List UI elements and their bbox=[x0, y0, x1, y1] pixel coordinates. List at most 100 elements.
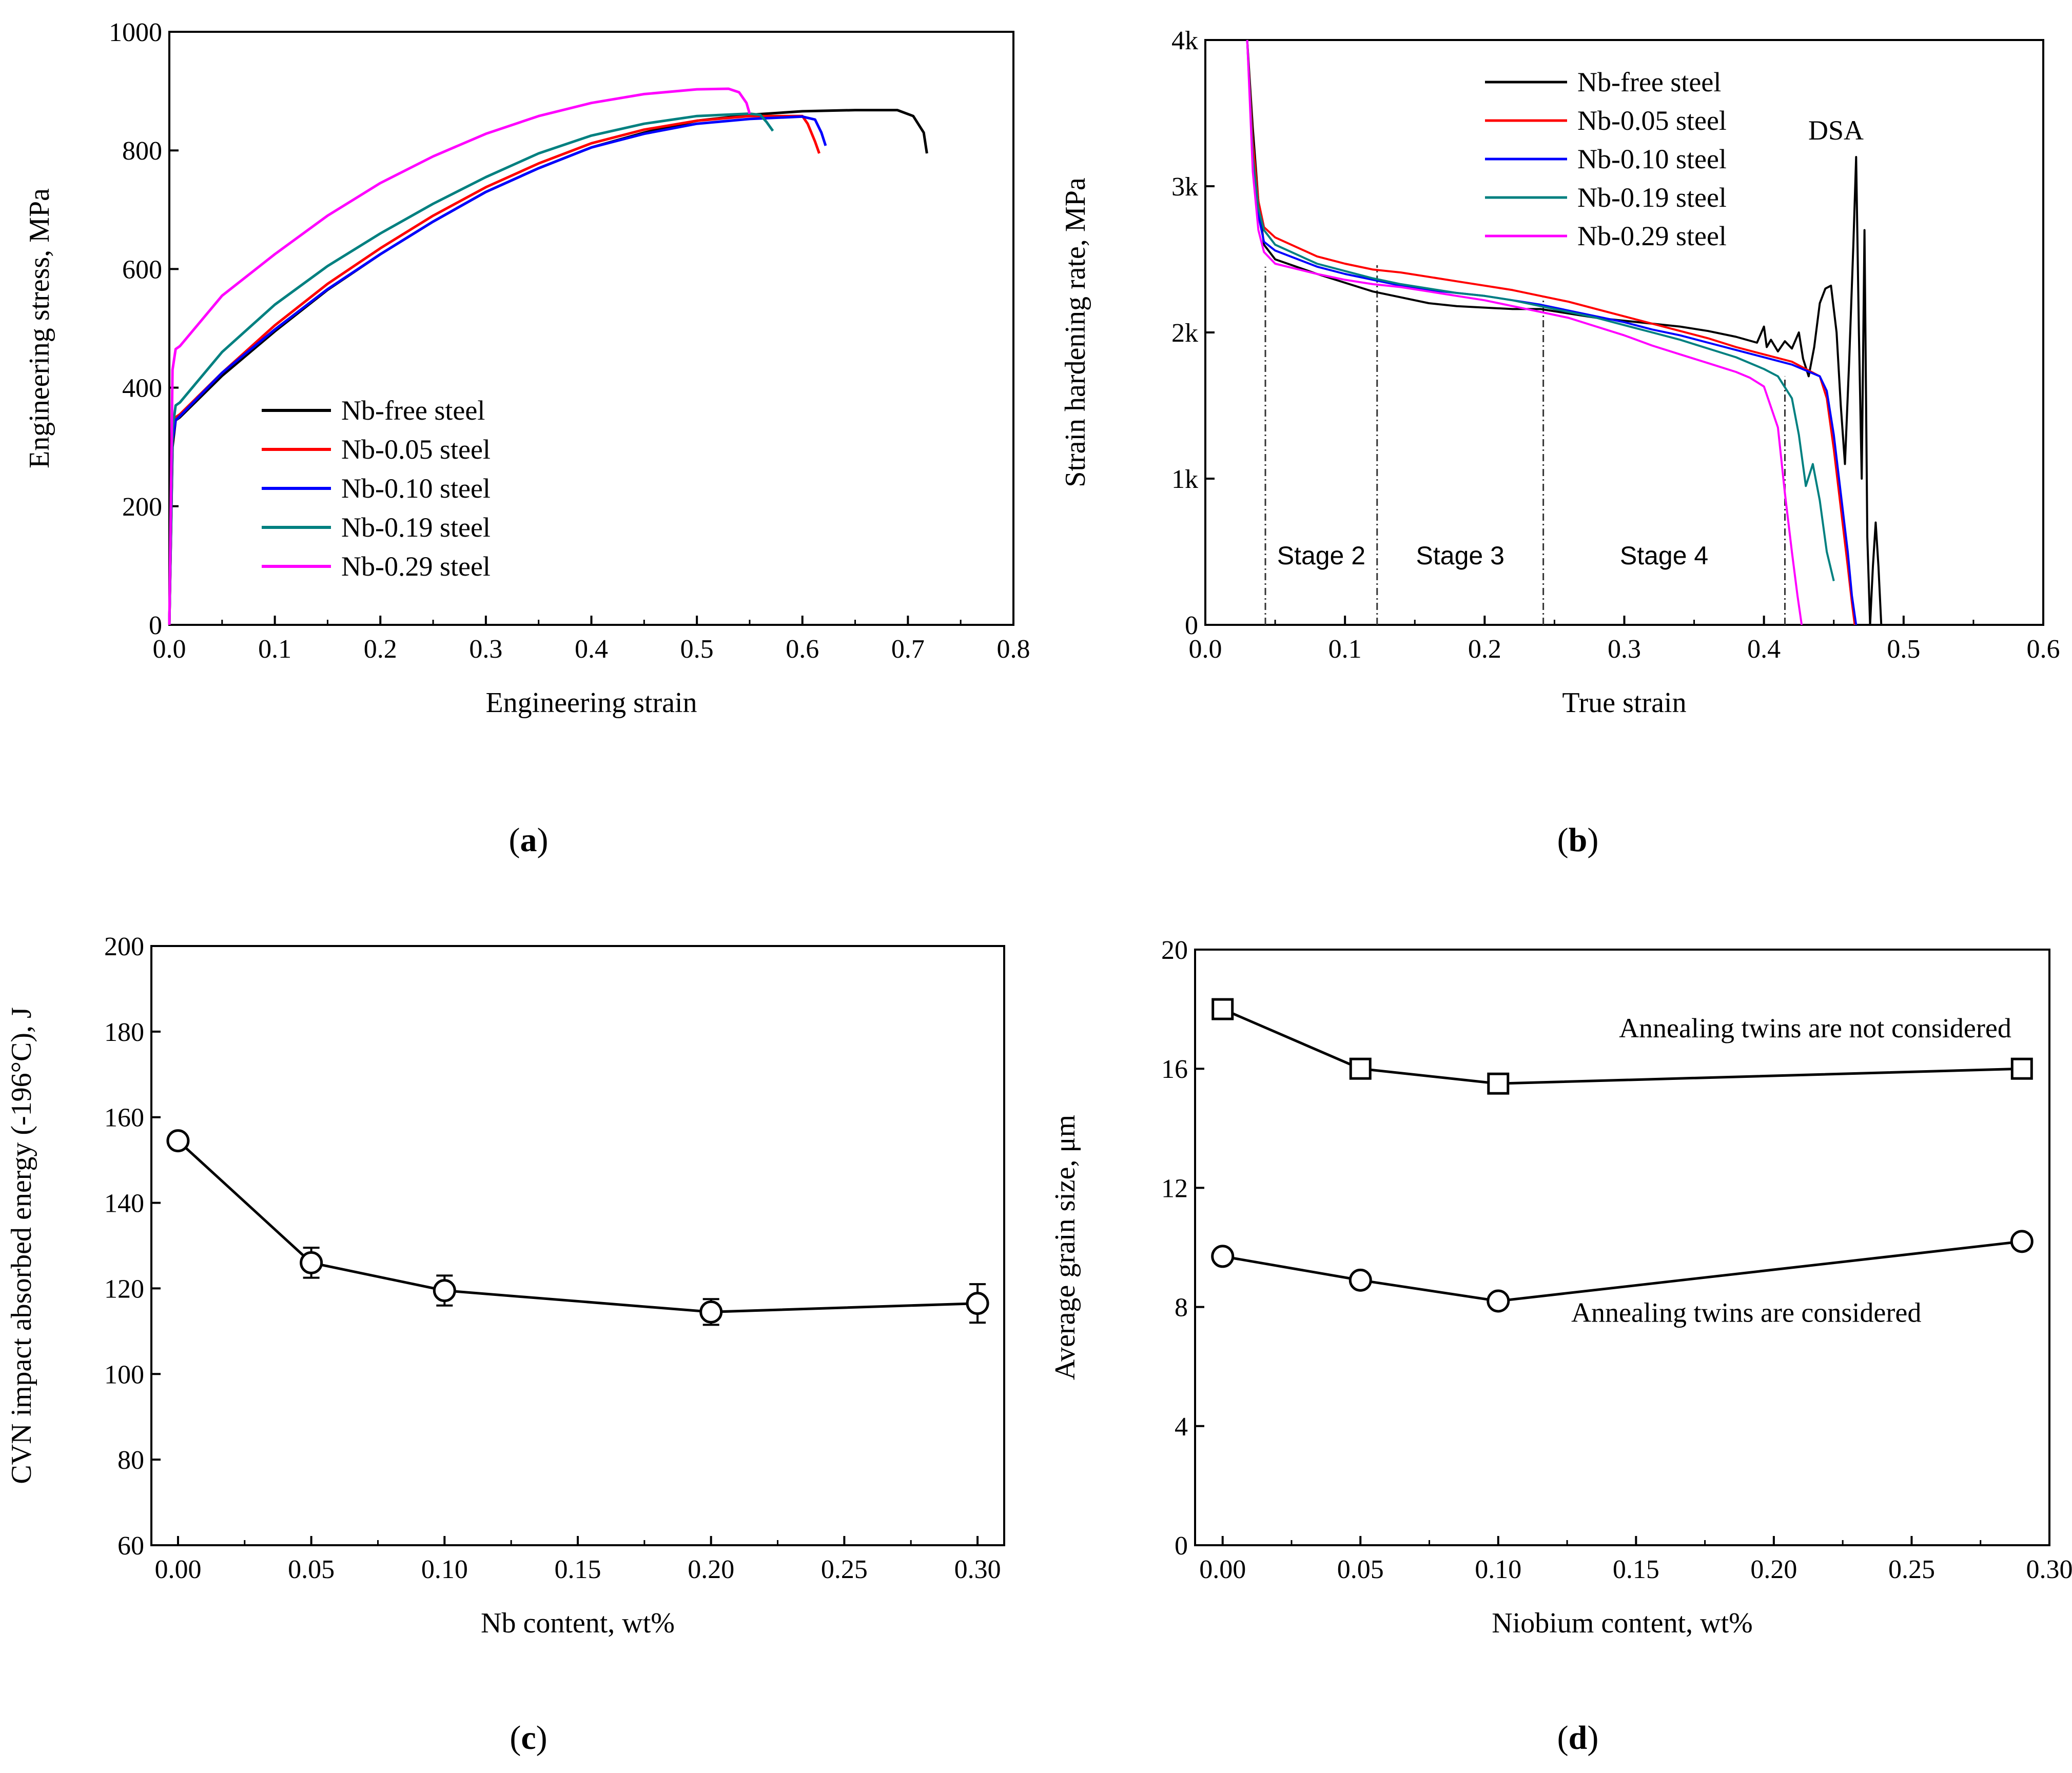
series-line-a-nb-0-10-steel bbox=[168, 115, 827, 625]
y-tick-label-d: 4 bbox=[1175, 1412, 1188, 1442]
y-tick-label-d: 8 bbox=[1175, 1293, 1188, 1323]
panel-a: 0.0 0.1 0.2 0.3 0.4 0.5 0.6 0.7 0.8 0 200 400 600 800… bbox=[0, 0, 1036, 887]
series-line-d-square bbox=[1222, 1008, 2022, 1085]
series-line-b-nb-0-19-steel bbox=[1246, 40, 1835, 581]
y-tick-label-c: 60 bbox=[118, 1531, 144, 1561]
series-line-b-nb-0-29-steel bbox=[1246, 40, 1803, 625]
panel-d: 0.00 0.05 0.10 0.15 0.20 0.25 0.30 0 4 8 12 16 20 Nio… bbox=[1036, 887, 2072, 1773]
chart-c-svg: 0.00 0.05 0.10 0.15 0.20 0.25 0.30 60 80 100 120 14… bbox=[6, 932, 1005, 1639]
annotation-stage-2: Stage 2 bbox=[1277, 541, 1365, 570]
y-tick-label-c: 100 bbox=[104, 1360, 144, 1389]
data-point-d-square bbox=[1211, 998, 1234, 1020]
x-tick-label-b: 0.2 bbox=[1468, 635, 1501, 664]
x-tick-label-a: 0.8 bbox=[997, 635, 1030, 664]
y-tick-label-c: 80 bbox=[118, 1446, 144, 1475]
y-axis-label-d: Average grain size, μm bbox=[1049, 1115, 1081, 1380]
legend-label-b-nb-0-05-steel: Nb-0.05 steel bbox=[1577, 105, 1727, 136]
legend-label-b-nb-0-19-steel: Nb-0.19 steel bbox=[1577, 182, 1727, 213]
series-line-a-nb-0-29-steel bbox=[168, 87, 751, 625]
panel-label-d: (d) bbox=[1557, 1719, 1599, 1757]
x-tick-label-a: 0.0 bbox=[153, 635, 186, 664]
y-tick-label-c: 140 bbox=[104, 1189, 144, 1218]
x-tick-label-a: 0.7 bbox=[891, 635, 925, 664]
legend-label-b-nb-0-29-steel: Nb-0.29 steel bbox=[1577, 221, 1727, 251]
plot-frame-a bbox=[168, 31, 1014, 626]
y-tick-label-a: 800 bbox=[122, 136, 162, 166]
x-tick-label-b: 0.0 bbox=[1189, 635, 1222, 664]
x-tick-label-d: 0.10 bbox=[1475, 1555, 1521, 1584]
chart-d-svg: 0.00 0.05 0.10 0.15 0.20 0.25 0.30 0 4 8 12 16 20 Nio… bbox=[1049, 936, 2072, 1639]
x-tick-label-b: 0.4 bbox=[1747, 635, 1781, 664]
data-point-d-circle bbox=[2010, 1230, 2034, 1253]
annotation-dsa: DSA bbox=[1808, 115, 1864, 146]
data-point-d-circle bbox=[1487, 1289, 1510, 1313]
panel-c: 0.00 0.05 0.10 0.15 0.20 0.25 0.30 60 80 100 120 14… bbox=[0, 887, 1036, 1773]
series-line-b-nb-0-10-steel bbox=[1246, 40, 1858, 625]
y-tick-label-c: 120 bbox=[104, 1274, 144, 1304]
legend-label-a-nb-0-29-steel: Nb-0.29 steel bbox=[341, 551, 491, 582]
series-line-b-nb-0-05-steel bbox=[1246, 40, 1856, 625]
x-tick-label-b: 0.6 bbox=[2027, 635, 2060, 664]
y-tick-label-d: 12 bbox=[1161, 1174, 1188, 1203]
annotation-not-considered: Annealing twins are not considered bbox=[1619, 1013, 2011, 1043]
data-point-d-circle bbox=[1211, 1245, 1235, 1268]
y-tick-label-a: 600 bbox=[122, 255, 162, 284]
series-line-b-nb-free-steel bbox=[1246, 40, 1883, 626]
x-tick-label-b: 0.1 bbox=[1328, 635, 1362, 664]
y-tick-label-b: 1k bbox=[1171, 465, 1198, 494]
y-tick-label-a: 0 bbox=[149, 611, 162, 640]
legend-label-b-nb-0-10-steel: Nb-0.10 steel bbox=[1577, 144, 1727, 174]
plot-frame-c bbox=[150, 945, 1005, 1546]
annotation-stage-3: Stage 3 bbox=[1416, 541, 1504, 570]
x-axis-label-d: Niobium content, wt% bbox=[1492, 1607, 1753, 1639]
y-tick-label-a: 200 bbox=[122, 493, 162, 522]
data-point-d-square bbox=[1349, 1057, 1372, 1080]
y-tick-label-d: 16 bbox=[1161, 1055, 1188, 1084]
panel-label-b: (b) bbox=[1557, 821, 1599, 859]
y-tick-label-a: 1000 bbox=[109, 18, 162, 47]
panel-label-c: (c) bbox=[510, 1719, 548, 1757]
y-tick-label-d: 20 bbox=[1161, 936, 1188, 965]
legend-label-a-nb-0-10-steel: Nb-0.10 steel bbox=[341, 473, 491, 504]
x-axis-label-c: Nb content, wt% bbox=[481, 1607, 675, 1639]
y-axis-label-a: Engineering stress, MPa bbox=[24, 188, 55, 468]
legend-label-b-nb-free-steel: Nb-free steel bbox=[1577, 67, 1721, 97]
series-line-a-nb-0-19-steel bbox=[168, 112, 774, 625]
annotation-stage-4: Stage 4 bbox=[1620, 541, 1708, 570]
x-tick-label-c: 0.15 bbox=[555, 1555, 601, 1584]
y-tick-label-a: 400 bbox=[122, 374, 162, 403]
x-tick-label-a: 0.1 bbox=[258, 635, 291, 664]
legend-label-a-nb-0-19-steel: Nb-0.19 steel bbox=[341, 512, 491, 543]
series-line-c bbox=[177, 1139, 978, 1313]
x-tick-label-d: 0.20 bbox=[1750, 1555, 1797, 1584]
y-tick-label-b: 4k bbox=[1171, 26, 1198, 55]
x-tick-label-c: 0.20 bbox=[688, 1555, 734, 1584]
x-tick-label-a: 0.2 bbox=[364, 635, 397, 664]
x-tick-label-a: 0.4 bbox=[575, 635, 608, 664]
data-point-c bbox=[433, 1279, 456, 1303]
chart-a-svg: 0.0 0.1 0.2 0.3 0.4 0.5 0.6 0.7 0.8 0 200 400 600 800… bbox=[24, 18, 1030, 719]
data-point-d-square bbox=[2010, 1057, 2033, 1080]
y-tick-label-b: 3k bbox=[1171, 172, 1198, 202]
data-point-c bbox=[966, 1292, 989, 1315]
x-tick-label-a: 0.3 bbox=[469, 635, 502, 664]
data-point-d-circle bbox=[1348, 1268, 1372, 1292]
y-tick-label-b: 0 bbox=[1185, 611, 1198, 640]
x-tick-label-d: 0.25 bbox=[1888, 1555, 1935, 1584]
x-axis-label-a: Engineering strain bbox=[485, 687, 697, 719]
chart-b-svg: 0.0 0.1 0.2 0.3 0.4 0.5 0.6 0 1k 2k 3k 4k True strai… bbox=[1060, 26, 2060, 719]
x-tick-label-c: 0.30 bbox=[954, 1555, 1001, 1584]
data-point-c bbox=[699, 1300, 723, 1324]
data-point-c bbox=[166, 1129, 190, 1153]
x-tick-label-c: 0.25 bbox=[821, 1555, 868, 1584]
y-tick-label-c: 180 bbox=[104, 1018, 144, 1047]
x-tick-label-a: 0.6 bbox=[786, 635, 819, 664]
legend-label-a-nb-0-05-steel: Nb-0.05 steel bbox=[341, 434, 491, 465]
y-tick-label-c: 200 bbox=[104, 932, 144, 961]
data-point-c bbox=[300, 1251, 323, 1274]
y-axis-label-c: CVN impact absorbed energy (-196°C), J bbox=[6, 1007, 37, 1484]
y-axis-label-b: Strain hardening rate, MPa bbox=[1060, 178, 1091, 487]
series-line-a-nb-0-05-steel bbox=[168, 114, 820, 625]
panel-label-a: (a) bbox=[509, 821, 549, 859]
x-tick-label-c: 0.05 bbox=[288, 1555, 335, 1584]
